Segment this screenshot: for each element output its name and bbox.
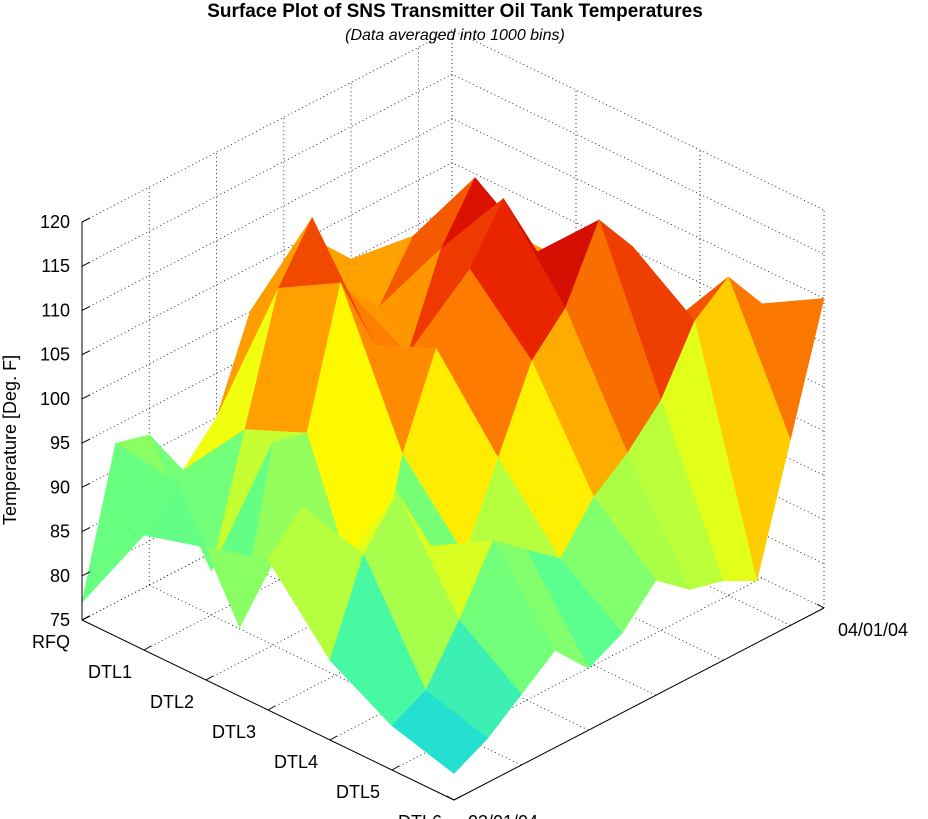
- date-tick-mark-0: [446, 795, 455, 801]
- z-tick-label-85: 85: [50, 522, 70, 542]
- tank-tick-mark-3: [267, 705, 276, 711]
- z-tick-label-75: 75: [50, 610, 70, 630]
- z-tick-label-95: 95: [50, 433, 70, 453]
- tank-tick-mark-1: [143, 645, 152, 651]
- tank-tick-mark-4: [329, 735, 338, 741]
- tank-tick-label-DTL3: DTL3: [212, 722, 256, 742]
- z-tick-mark-90: [81, 482, 91, 488]
- tank-tick-mark-6: [453, 795, 462, 801]
- floor-tank-line-5: [391, 577, 763, 771]
- z-tick-label-105: 105: [40, 345, 70, 365]
- z-tick-label-80: 80: [50, 566, 70, 586]
- z-tick-mark-120: [81, 217, 91, 223]
- z-gridline-9: [81, 29, 825, 223]
- z-tick-mark-100: [81, 394, 91, 400]
- z-tick-label-110: 110: [41, 300, 70, 320]
- z-gridline-7: [81, 117, 825, 311]
- tank-tick-mark-2: [205, 675, 214, 681]
- time-axis-line: [453, 607, 825, 801]
- z-tick-mark-115: [81, 261, 91, 267]
- surface-layer: [81, 177, 825, 774]
- floor-time-line-4: [216, 549, 589, 731]
- tank-tick-label-RFQ: RFQ: [32, 632, 70, 652]
- z-axis-label: Temperature [Deg. F]: [0, 355, 20, 525]
- surface-patch-DTL5-bin-0: [391, 690, 489, 774]
- date-tick-mark-1: [816, 603, 825, 609]
- z-tick-label-115: 115: [41, 256, 70, 276]
- date-tick-label-1: 04/01/04: [838, 620, 908, 640]
- tank-tick-label-DTL4: DTL4: [274, 752, 318, 772]
- tank-tick-mark-5: [391, 765, 400, 771]
- z-tick-mark-105: [81, 350, 91, 356]
- axis-layer: 75 80 85 90 95 100 105 110 115 120 RFQ DTL1 DTL2 DTL3…: [32, 212, 908, 819]
- z-tick-label-90: 90: [50, 477, 70, 497]
- tank-tick-label-DTL2: DTL2: [150, 692, 194, 712]
- z-tick-label-120: 120: [40, 212, 70, 232]
- z-tick-mark-80: [81, 571, 91, 577]
- chart-title: Surface Plot of SNS Transmitter Oil Tank…: [207, 1, 703, 22]
- z-tick-mark-95: [81, 438, 91, 444]
- z-tick-mark-110: [81, 305, 91, 311]
- z-tick-mark-85: [81, 527, 91, 533]
- tank-tick-label-DTL1: DTL1: [88, 662, 132, 682]
- date-tick-label-0: 03/01/04: [468, 812, 538, 819]
- z-tick-label-100: 100: [40, 389, 70, 409]
- tank-tick-label-DTL6: DTL6: [398, 812, 442, 819]
- tank-tick-mark-0: [81, 615, 90, 621]
- z-gridline-6: [81, 162, 825, 356]
- chart-subtitle: (Data averaged into 1000 bins): [345, 27, 565, 44]
- tank-tick-label-DTL5: DTL5: [336, 782, 380, 802]
- z-gridline-8: [81, 73, 825, 267]
